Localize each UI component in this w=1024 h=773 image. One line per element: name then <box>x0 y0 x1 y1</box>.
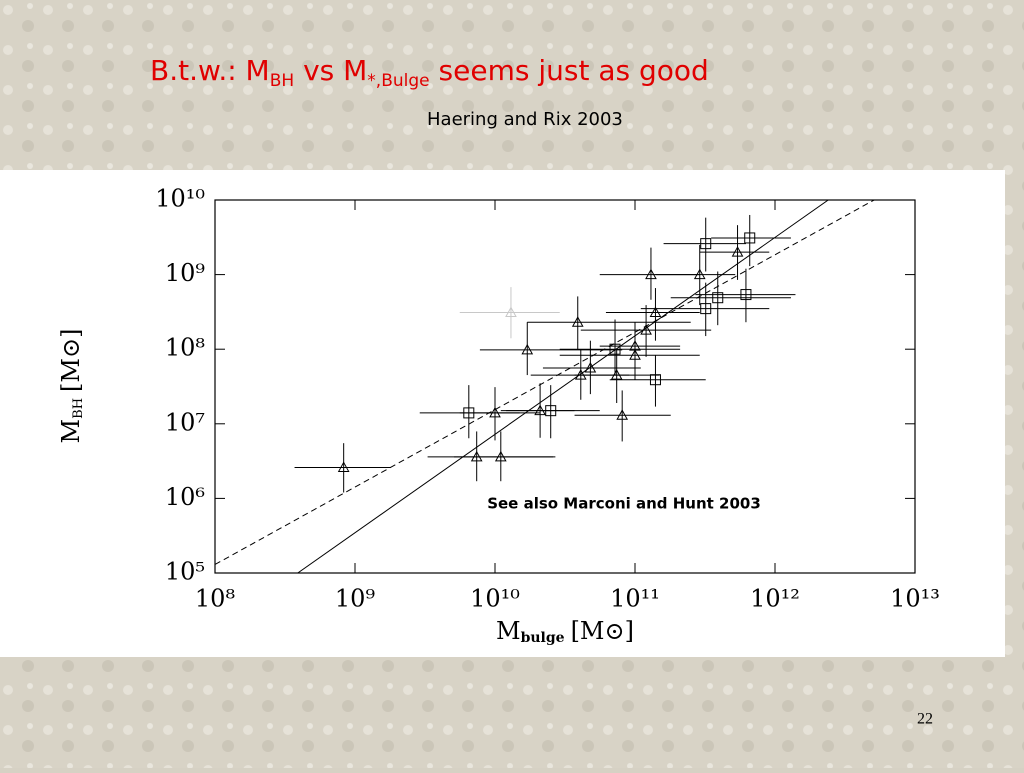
point <box>731 246 744 257</box>
y-label-subscript: BH <box>71 398 86 419</box>
point <box>610 369 623 380</box>
x-label-unit: [M⊙] <box>571 617 634 645</box>
x-tick-label: 10⁹ <box>335 585 376 613</box>
point <box>649 306 662 318</box>
y-tick-label: 10⁷ <box>165 408 205 436</box>
point <box>521 343 534 355</box>
point <box>645 268 657 280</box>
y-tick-label: 10⁶ <box>165 483 205 511</box>
point <box>616 409 629 420</box>
point <box>693 268 706 280</box>
point <box>337 461 350 472</box>
point <box>640 324 652 335</box>
point <box>494 450 507 462</box>
subtitle: Haering and Rix 2003 <box>427 109 623 130</box>
x-tick-label: 10¹⁰ <box>470 585 520 613</box>
x-label-symbol: M <box>496 617 521 645</box>
plot-frame <box>214 199 916 574</box>
y-axis-label: MBH [M⊙] <box>57 329 86 444</box>
plot: 10⁸ 10⁹ 10¹⁰ 10¹¹ 10¹² 10¹³ 10⁵ 10⁶ 10⁷ 10⁸ 10⁹ 10¹… <box>57 185 940 647</box>
y-tick-label: 10⁹ <box>165 259 206 287</box>
x-tick-label: 10¹³ <box>890 585 940 613</box>
point <box>505 306 517 318</box>
chart-panel <box>0 170 1005 657</box>
point <box>629 340 641 351</box>
x-tick-label: 10¹² <box>750 585 800 613</box>
y-label-symbol: M <box>57 419 85 444</box>
y-tick-label: 10⁸ <box>165 334 205 362</box>
x-tick-label: 10⁸ <box>195 585 235 613</box>
fit-line <box>297 200 829 573</box>
x-axis-label: Mbulge [M⊙] <box>496 617 634 647</box>
fit-line <box>215 200 875 565</box>
point <box>700 303 712 315</box>
y-tick-label: 10¹⁰ <box>155 185 205 213</box>
page-number: 22 <box>917 711 933 728</box>
point <box>712 292 724 304</box>
point <box>740 289 752 301</box>
y-tick-label: 10⁵ <box>165 558 205 586</box>
y-label-unit: [M⊙] <box>57 329 85 392</box>
annotation: See also Marconi and Hunt 2003 <box>487 495 761 513</box>
point <box>463 407 475 419</box>
point <box>584 361 597 373</box>
point <box>744 232 756 244</box>
point <box>574 369 587 380</box>
x-tick-label: 10¹¹ <box>610 585 660 613</box>
x-label-subscript: bulge <box>521 630 565 646</box>
point <box>571 316 584 327</box>
point <box>649 374 661 386</box>
point <box>545 405 557 417</box>
point <box>609 343 621 355</box>
point <box>700 238 712 250</box>
slide-title: B.t.w.: MBH vs M*,Bulge seems just as go… <box>150 54 709 91</box>
